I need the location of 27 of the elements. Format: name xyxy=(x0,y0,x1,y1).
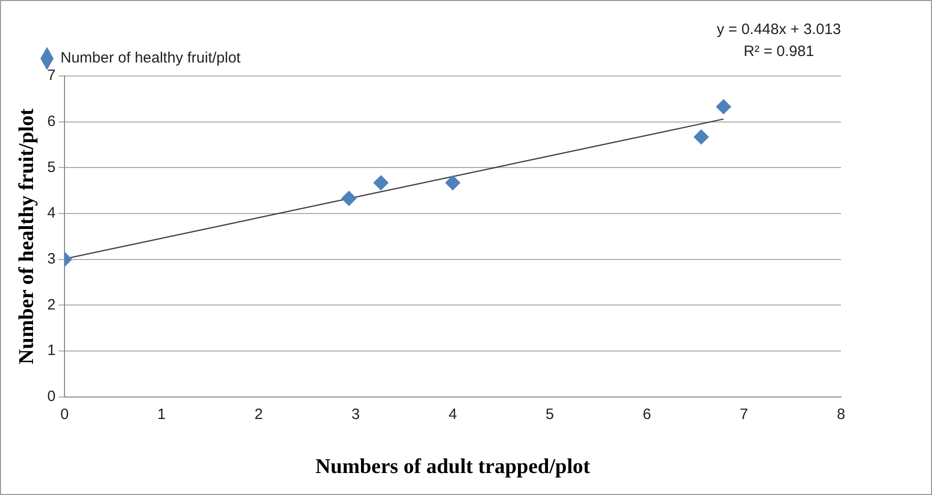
y-tick-label: 5 xyxy=(47,158,56,176)
x-tick-label: 8 xyxy=(836,406,846,423)
legend-label: Number of healthy fruit/plot xyxy=(60,50,242,67)
y-tick-label: 7 xyxy=(47,67,56,84)
x-tick-label: 0 xyxy=(60,406,69,423)
point xyxy=(373,175,388,190)
y-tick-label: 0 xyxy=(47,388,56,405)
y-tick-label: 2 xyxy=(47,296,56,314)
x-tick-label: 4 xyxy=(448,406,457,423)
point xyxy=(716,99,732,114)
y-tick-label: 3 xyxy=(47,250,56,268)
x-tick-label: 6 xyxy=(642,406,652,423)
text: y = 0.448x + 3.013 xyxy=(716,20,841,40)
point xyxy=(445,175,460,190)
point xyxy=(341,190,356,206)
x-tick-label: 1 xyxy=(157,406,166,423)
x-tick-label: 3 xyxy=(352,406,360,423)
x-tick-label: 2 xyxy=(254,406,263,423)
x-tick-label: 7 xyxy=(740,406,748,423)
y-tick-label: 4 xyxy=(47,204,56,222)
point xyxy=(694,129,709,144)
x-axis-title: Numbers of adult trapped/plot xyxy=(315,454,590,478)
text: R² = 0.981 xyxy=(742,42,816,62)
y-tick-label: 6 xyxy=(47,112,56,130)
y-tick-label: 1 xyxy=(47,342,56,360)
x-tick-label: 5 xyxy=(546,406,554,423)
y-axis-title: Number of healthy fruit/plot xyxy=(14,108,38,364)
